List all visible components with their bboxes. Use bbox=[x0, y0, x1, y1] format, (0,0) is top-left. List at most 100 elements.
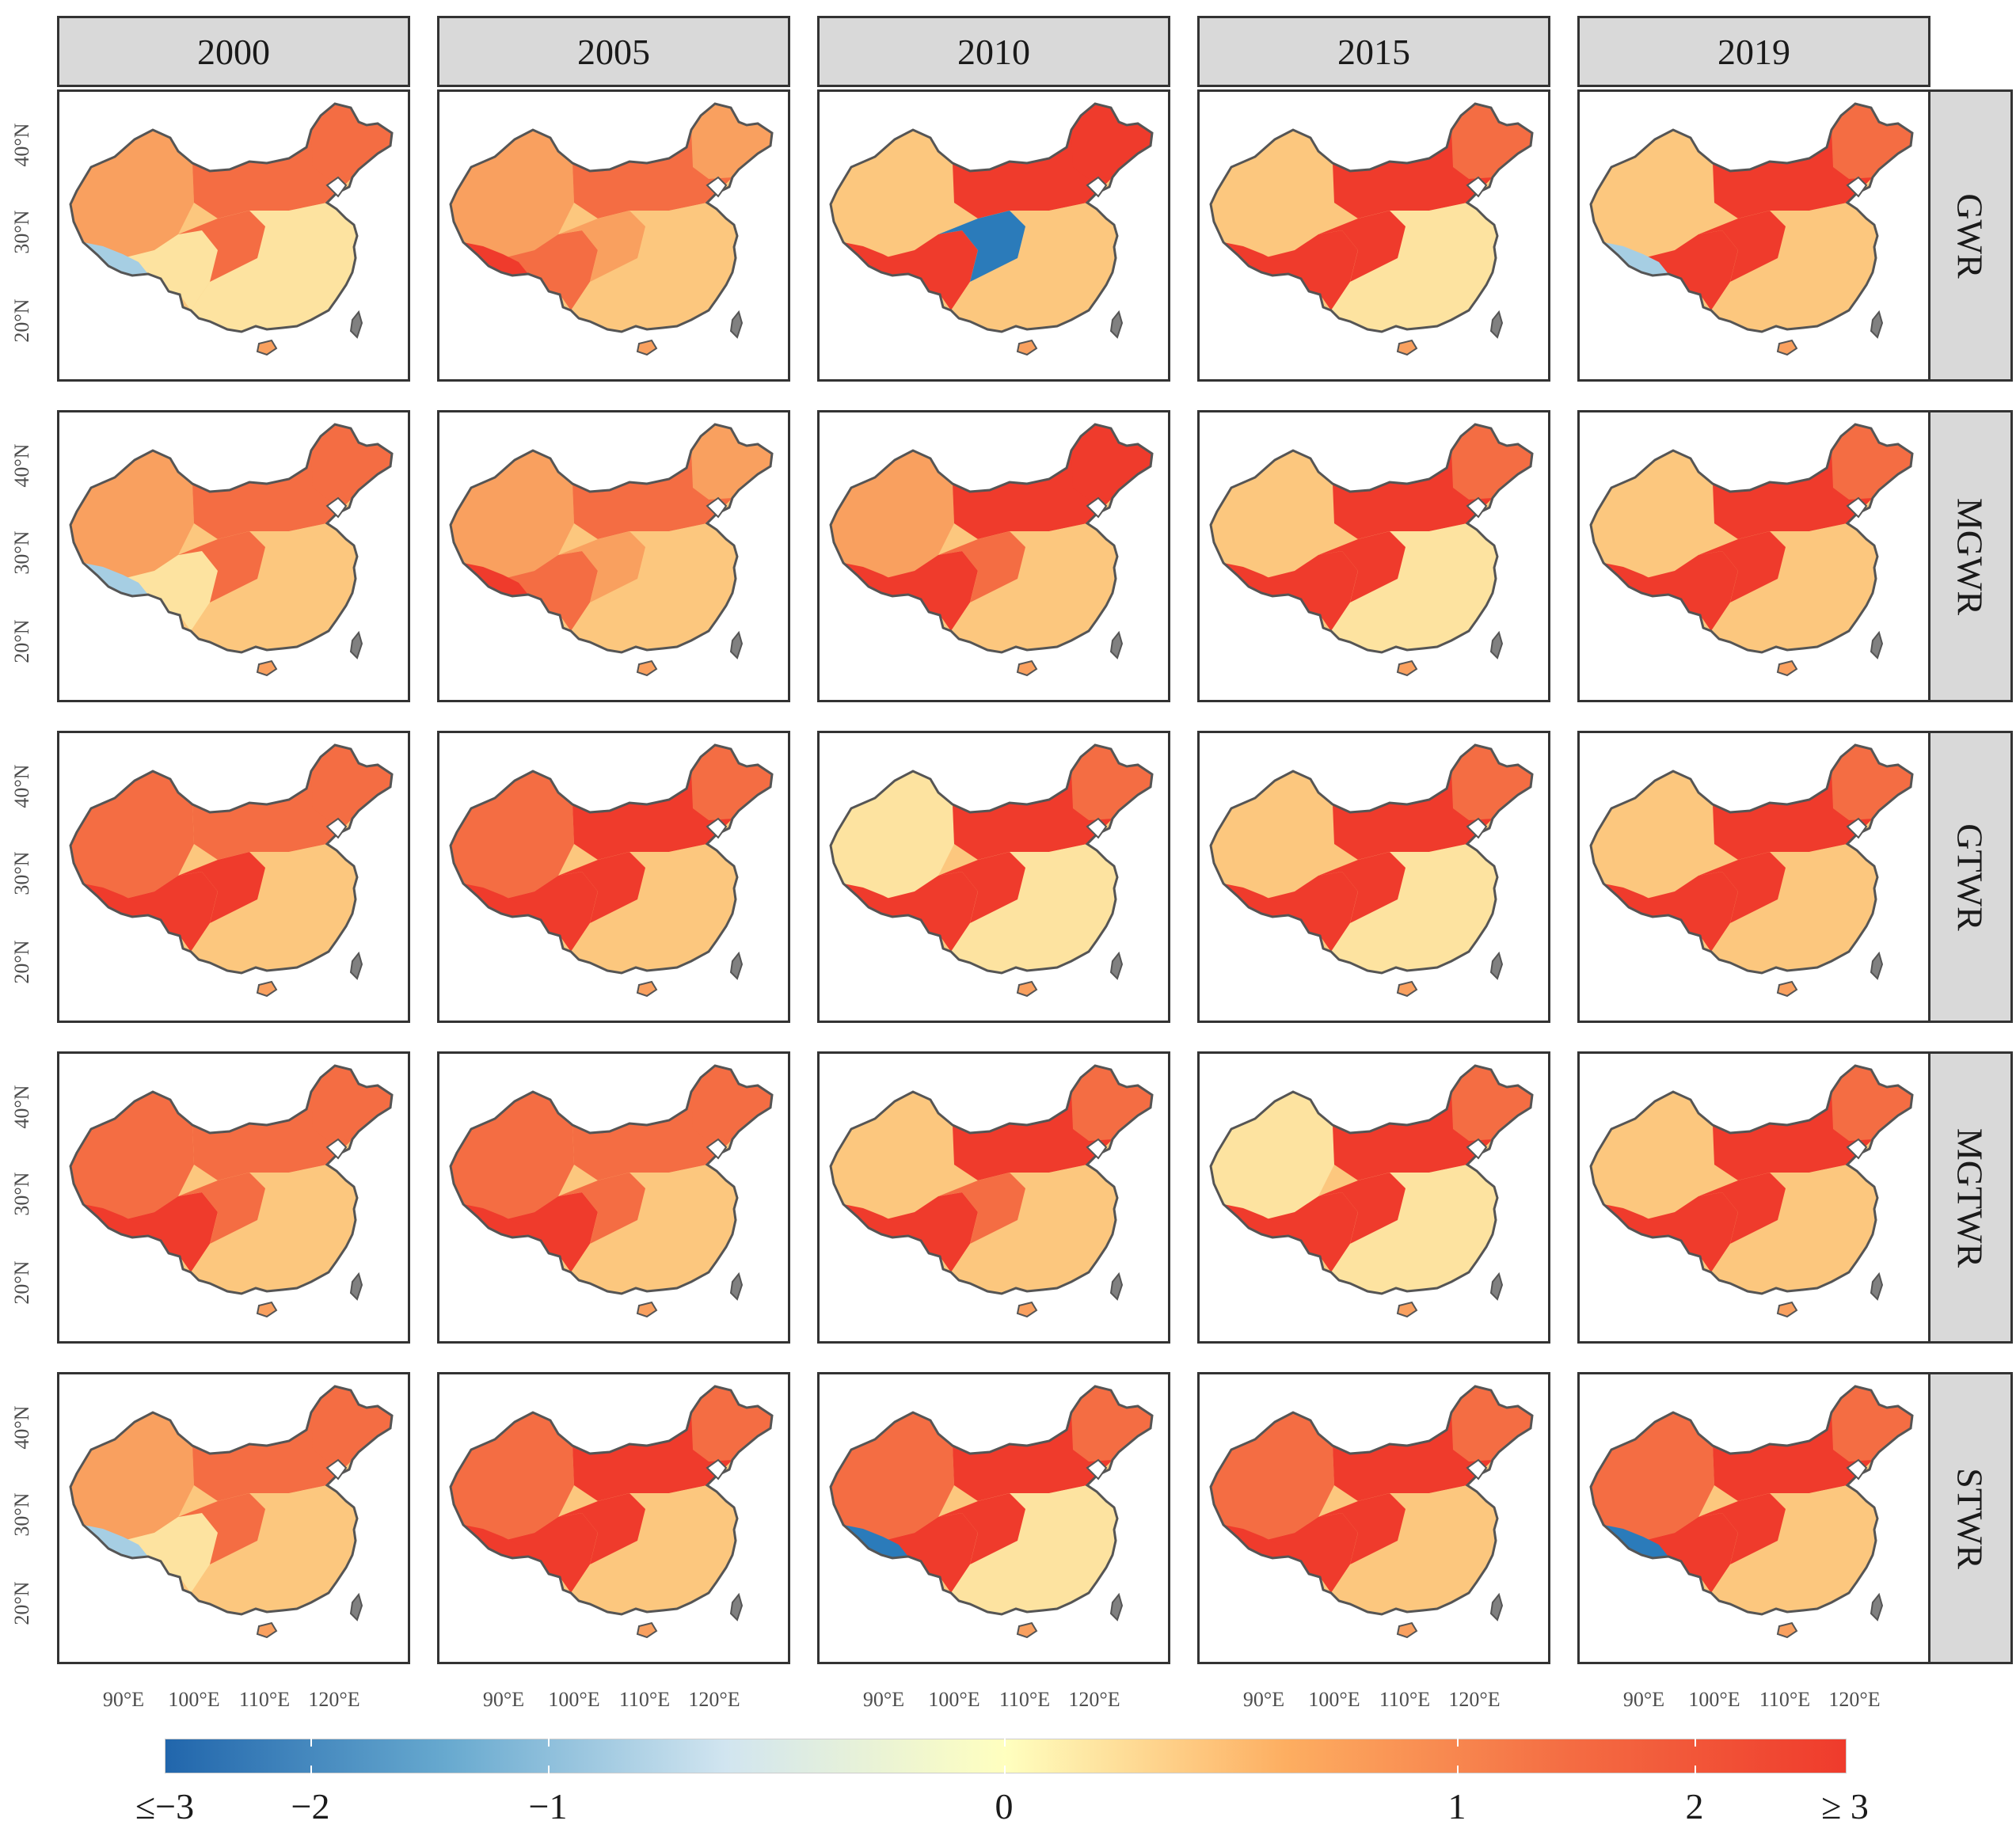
region-central bbox=[558, 1173, 645, 1244]
region-tibet bbox=[477, 230, 598, 310]
region-tibetSW bbox=[83, 884, 148, 917]
map-panel-mgtwr-2000 bbox=[57, 1051, 410, 1344]
row-header-stwr: STWR bbox=[1927, 1372, 2013, 1664]
bohai-sea bbox=[706, 1138, 728, 1160]
bohai-sea bbox=[1466, 496, 1488, 519]
lon-label: 90°E bbox=[102, 1688, 145, 1711]
lat-label: 20°N bbox=[6, 1251, 38, 1314]
hainan-island bbox=[636, 1301, 658, 1318]
region-central bbox=[1698, 1493, 1786, 1564]
map-panel-mgwr-2019 bbox=[1577, 410, 1930, 702]
country-outline bbox=[69, 423, 394, 654]
region-ne bbox=[311, 424, 392, 500]
country-outline bbox=[69, 1385, 394, 1616]
region-ne bbox=[1451, 424, 1532, 500]
legend-tick bbox=[1004, 1739, 1006, 1747]
country-outline bbox=[449, 1064, 774, 1295]
region-tibetSW bbox=[83, 563, 148, 596]
row-header-gwr: GWR bbox=[1927, 89, 2013, 382]
row-header-label: STWR bbox=[1949, 1467, 1991, 1569]
region-tibetSW bbox=[1603, 242, 1668, 276]
country-outline bbox=[829, 743, 1154, 975]
taiwan-island bbox=[349, 1272, 363, 1301]
hainan-island bbox=[1016, 660, 1038, 677]
legend-tick bbox=[548, 1766, 550, 1773]
bohai-sea bbox=[1466, 817, 1488, 839]
hainan-island bbox=[636, 1621, 658, 1639]
bohai-sea bbox=[1846, 1138, 1868, 1160]
row-header-label: GWR bbox=[1949, 192, 1991, 279]
bohai-sea bbox=[1466, 1138, 1488, 1160]
region-west bbox=[451, 1412, 574, 1541]
hainan-island bbox=[1396, 339, 1418, 356]
lat-label-text: 40°N bbox=[10, 764, 33, 808]
bohai-sea bbox=[706, 176, 728, 198]
region-central bbox=[558, 211, 645, 282]
row-header-label: GTWR bbox=[1949, 823, 1991, 931]
region-ne bbox=[1832, 745, 1912, 820]
region-central bbox=[558, 1493, 645, 1564]
lat-label: 40°N bbox=[6, 755, 38, 818]
row-header-label: MGTWR bbox=[1949, 1127, 1991, 1268]
column-header-label: 2005 bbox=[577, 31, 650, 72]
hainan-island bbox=[1776, 339, 1798, 356]
region-ne bbox=[1451, 1066, 1532, 1141]
region-tibet bbox=[477, 551, 598, 631]
map-panel-stwr-2005 bbox=[437, 1372, 790, 1664]
region-west bbox=[70, 1092, 194, 1220]
bohai-sea bbox=[1846, 496, 1868, 519]
lat-label: 30°N bbox=[6, 1483, 38, 1546]
region-tibet bbox=[858, 1513, 978, 1593]
region-tibet bbox=[858, 230, 978, 310]
taiwan-island bbox=[349, 1592, 363, 1621]
taiwan-island bbox=[1870, 951, 1884, 980]
country-outline bbox=[69, 102, 394, 333]
region-ne bbox=[1832, 104, 1912, 179]
region-tibet bbox=[1618, 872, 1738, 952]
region-ne bbox=[311, 745, 392, 820]
taiwan-island bbox=[349, 951, 363, 980]
lat-label: 20°N bbox=[6, 1572, 38, 1635]
hainan-island bbox=[256, 980, 278, 998]
country-outline bbox=[69, 1064, 394, 1295]
lat-label-text: 20°N bbox=[10, 940, 33, 984]
map-panel-stwr-2010 bbox=[817, 1372, 1170, 1664]
map-panel-gwr-2005 bbox=[437, 89, 790, 382]
region-tibetSW bbox=[843, 563, 908, 596]
row-header-gtwr: GTWR bbox=[1927, 731, 2013, 1023]
column-header-2015: 2015 bbox=[1197, 16, 1550, 87]
lat-label-text: 20°N bbox=[10, 1260, 33, 1305]
region-tibetSW bbox=[843, 884, 908, 917]
bohai-sea bbox=[1846, 817, 1868, 839]
region-tibetSW bbox=[1603, 563, 1668, 596]
lat-label: 30°N bbox=[6, 521, 38, 584]
lat-label-text: 30°N bbox=[10, 851, 33, 895]
lon-label: 110°E bbox=[998, 1688, 1051, 1711]
map-panel-mgwr-2000 bbox=[57, 410, 410, 702]
bohai-sea bbox=[325, 496, 348, 519]
row-header-label: MGWR bbox=[1949, 497, 1991, 615]
column-header-2000: 2000 bbox=[57, 16, 410, 87]
bohai-sea bbox=[706, 496, 728, 519]
taiwan-island bbox=[1489, 630, 1504, 660]
map-panel-mgtwr-2010 bbox=[817, 1051, 1170, 1344]
taiwan-island bbox=[1489, 310, 1504, 339]
map-panel-gtwr-2015 bbox=[1197, 731, 1550, 1023]
region-tibetSW bbox=[463, 884, 528, 917]
region-west bbox=[451, 450, 574, 579]
hainan-island bbox=[256, 660, 278, 677]
taiwan-island bbox=[1489, 1272, 1504, 1301]
country-outline bbox=[829, 102, 1154, 333]
region-tibetSW bbox=[843, 1525, 908, 1558]
country-outline bbox=[1589, 1064, 1914, 1295]
column-header-2010: 2010 bbox=[817, 16, 1170, 87]
taiwan-island bbox=[729, 1272, 744, 1301]
region-central bbox=[1318, 531, 1405, 602]
region-central bbox=[178, 852, 265, 923]
hainan-island bbox=[256, 339, 278, 356]
lat-label: 20°N bbox=[6, 610, 38, 673]
hainan-island bbox=[1016, 980, 1038, 998]
map-panel-mgtwr-2019 bbox=[1577, 1051, 1930, 1344]
legend-label-zero: 0 bbox=[995, 1786, 1014, 1826]
